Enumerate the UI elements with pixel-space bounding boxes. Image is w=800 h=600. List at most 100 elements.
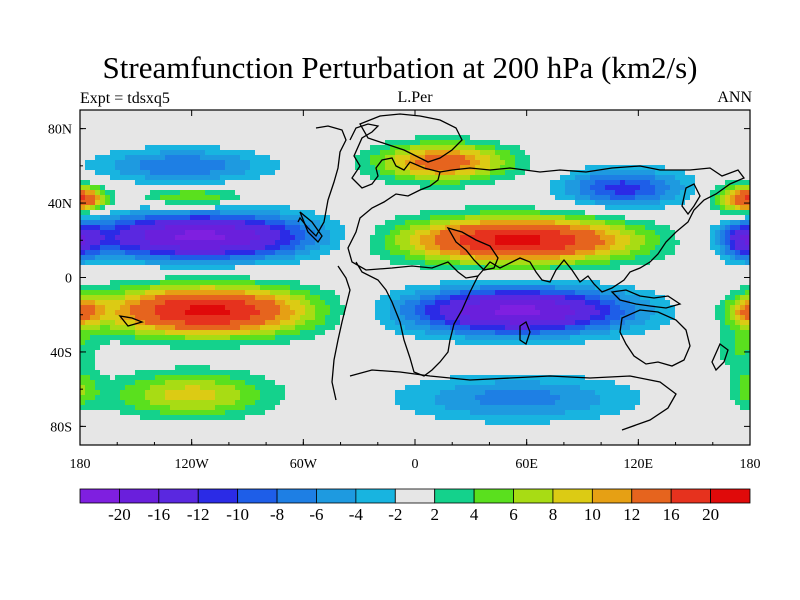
- field-cell: [430, 185, 436, 191]
- field-cell: [510, 145, 516, 151]
- field-cell: [640, 110, 646, 116]
- field-cell: [575, 165, 581, 171]
- field-cell: [280, 175, 286, 181]
- field-cell: [645, 130, 651, 136]
- field-cell: [335, 225, 341, 231]
- field-cell: [135, 155, 141, 161]
- field-cell: [740, 120, 746, 126]
- field-cell: [605, 225, 611, 231]
- field-cell: [605, 240, 611, 246]
- field-cell: [155, 225, 161, 231]
- field-cell: [180, 230, 186, 236]
- field-cell: [250, 135, 256, 141]
- field-cell: [565, 285, 571, 291]
- field-cell: [495, 160, 501, 166]
- field-cell: [460, 220, 466, 226]
- field-cell: [200, 210, 206, 216]
- field-cell: [590, 260, 596, 266]
- field-cell: [550, 165, 556, 171]
- field-cell: [110, 225, 116, 231]
- field-cell: [355, 195, 361, 201]
- field-cell: [440, 170, 446, 176]
- field-cell: [370, 240, 376, 246]
- field-cell: [685, 255, 691, 261]
- season-label: ANN: [717, 89, 752, 106]
- field-cell: [80, 140, 86, 146]
- field-cell: [155, 140, 161, 146]
- field-cell: [190, 135, 196, 141]
- field-cell: [290, 200, 296, 206]
- field-cell: [570, 160, 576, 166]
- field-cell: [480, 165, 486, 171]
- field-cell: [470, 115, 476, 121]
- field-cell: [650, 230, 656, 236]
- field-cell: [450, 125, 456, 131]
- field-cell: [505, 140, 511, 146]
- field-cell: [480, 135, 486, 141]
- field-cell: [305, 155, 311, 161]
- field-cell: [400, 165, 406, 171]
- field-cell: [360, 200, 366, 206]
- field-cell: [705, 170, 711, 176]
- field-cell: [375, 280, 381, 286]
- field-cell: [540, 150, 546, 156]
- field-cell: [275, 265, 281, 271]
- field-cell: [405, 185, 411, 191]
- field-cell: [465, 255, 471, 261]
- field-cell: [305, 120, 311, 126]
- field-cell: [435, 210, 441, 216]
- field-cell: [180, 240, 186, 246]
- field-cell: [290, 160, 296, 166]
- field-cell: [400, 265, 406, 271]
- field-cell: [470, 290, 476, 296]
- field-cell: [525, 205, 531, 211]
- field-cell: [315, 240, 321, 246]
- field-cell: [610, 150, 616, 156]
- field-cell: [240, 215, 246, 221]
- field-cell: [540, 255, 546, 261]
- field-cell: [285, 125, 291, 131]
- field-cell: [370, 265, 376, 271]
- field-cell: [210, 230, 216, 236]
- field-cell: [100, 235, 106, 241]
- field-cell: [370, 215, 376, 221]
- field-cell: [130, 270, 136, 276]
- field-cell: [610, 180, 616, 186]
- field-cell: [400, 210, 406, 216]
- field-cell: [290, 285, 296, 291]
- field-cell: [590, 155, 596, 161]
- field-cell: [635, 240, 641, 246]
- field-cell: [630, 200, 636, 206]
- field-cell: [690, 290, 696, 296]
- field-cell: [90, 175, 96, 181]
- field-cell: [255, 150, 261, 156]
- field-cell: [115, 190, 121, 196]
- field-cell: [535, 145, 541, 151]
- field-cell: [145, 265, 151, 271]
- field-cell: [125, 130, 131, 136]
- field-cell: [640, 285, 646, 291]
- field-cell: [255, 170, 261, 176]
- field-cell: [515, 180, 521, 186]
- field-cell: [245, 220, 251, 226]
- field-cell: [290, 220, 296, 226]
- field-cell: [405, 190, 411, 196]
- field-cell: [530, 210, 536, 216]
- field-cell: [540, 155, 546, 161]
- field-cell: [265, 235, 271, 241]
- field-cell: [405, 120, 411, 126]
- field-cell: [570, 195, 576, 201]
- field-cell: [360, 240, 366, 246]
- field-cell: [590, 285, 596, 291]
- field-cell: [230, 290, 236, 296]
- field-cell: [305, 230, 311, 236]
- field-cell: [575, 185, 581, 191]
- field-cell: [110, 215, 116, 221]
- field-cell: [245, 150, 251, 156]
- field-cell: [555, 200, 561, 206]
- field-cell: [485, 265, 491, 271]
- field-cell: [155, 155, 161, 161]
- field-cell: [590, 110, 596, 116]
- field-cell: [385, 195, 391, 201]
- field-cell: [300, 185, 306, 191]
